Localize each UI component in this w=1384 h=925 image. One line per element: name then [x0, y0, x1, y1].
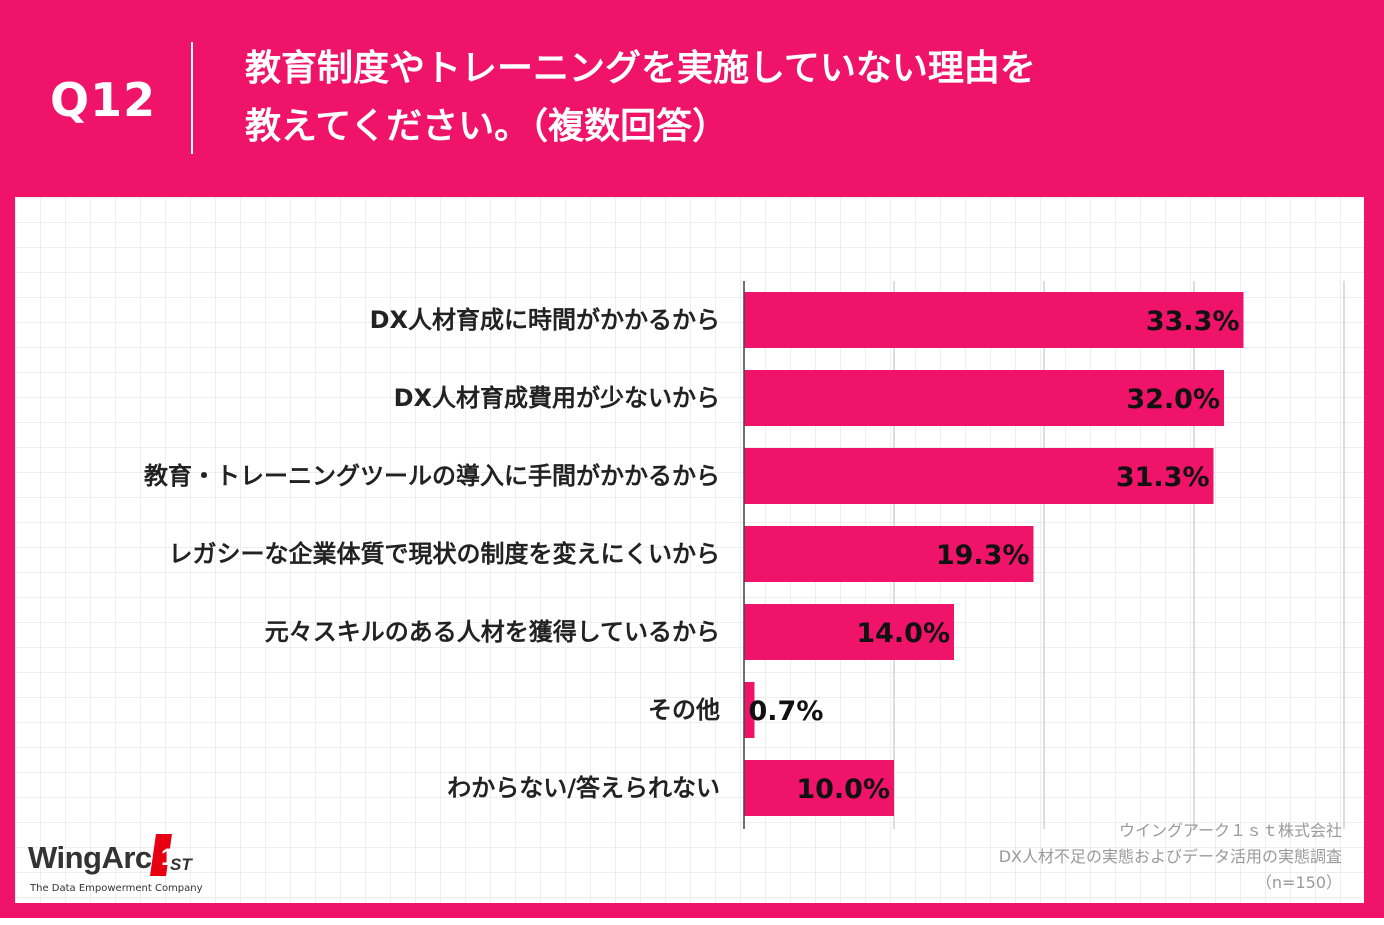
category-label: レガシーな企業体質で現状の制度を変えにくいから: [168, 540, 720, 568]
question-title-line2: 教えてください。（複数回答）: [245, 106, 729, 147]
header-divider: [191, 42, 193, 154]
bar: [744, 370, 1224, 426]
source-company: ウイングアーク１ｓｔ株式会社: [1118, 821, 1342, 840]
bar: [744, 448, 1214, 504]
chart-panel: DX人材育成に時間がかかるから 33.3% DX人材育成費用が少ないから 32.0% 教…: [15, 197, 1364, 903]
category-label: 元々スキルのある人材を獲得しているから: [265, 618, 720, 646]
question-title: 教育制度やトレーニングを実施していない理由を 教えてください。（複数回答）: [245, 40, 1245, 156]
category-label: 教育・トレーニングツールの導入に手間がかかるから: [144, 462, 720, 490]
value-label: 10.0%: [796, 774, 890, 805]
svg-text:ST: ST: [170, 855, 193, 874]
source-sample: （n=150）: [1255, 873, 1342, 892]
bar: [744, 760, 894, 816]
value-label: 31.3%: [1116, 462, 1210, 493]
source-note: ウイングアーク１ｓｔ株式会社 DX人材不足の実態およびデータ活用の実態調査 （n…: [742, 818, 1342, 896]
bar: [744, 526, 1034, 582]
category-label: その他: [648, 696, 720, 724]
value-label: 32.0%: [1126, 384, 1220, 415]
value-label: 19.3%: [936, 540, 1030, 571]
bar: [744, 604, 954, 660]
bar: [744, 292, 1244, 348]
value-label: 33.3%: [1146, 306, 1240, 337]
source-survey: DX人材不足の実態およびデータ活用の実態調査: [998, 847, 1342, 866]
category-label: わからない/答えられない: [447, 774, 720, 802]
wingarc-logo: WingArc 1 ST The Data Empowerment Compan…: [28, 832, 228, 902]
category-label: DX人材育成に時間がかかるから: [370, 306, 720, 334]
svg-text:1: 1: [161, 844, 174, 871]
bar-chart: DX人材育成に時間がかかるから 33.3% DX人材育成費用が少ないから 32.0% 教…: [144, 281, 1345, 829]
value-label: 0.7%: [749, 696, 824, 727]
bar: [744, 682, 755, 738]
question-number: Q12: [50, 73, 157, 127]
logo-wordmark: WingArc: [28, 840, 152, 875]
question-title-line1: 教育制度やトレーニングを実施していない理由を: [245, 48, 1036, 89]
logo-1st-mark-icon: 1 ST: [150, 834, 193, 876]
logo-tagline: The Data Empowerment Company: [30, 883, 203, 894]
category-label: DX人材育成費用が少ないから: [394, 384, 720, 412]
value-label: 14.0%: [856, 618, 950, 649]
